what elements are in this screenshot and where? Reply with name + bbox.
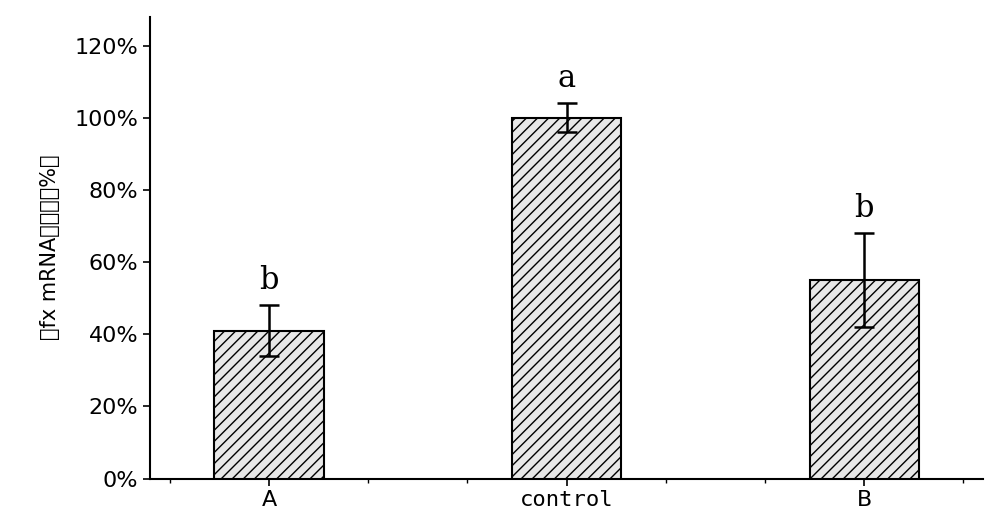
Text: b: b — [855, 193, 874, 224]
Text: a: a — [558, 63, 576, 94]
Bar — [214, 330, 324, 479]
Bar — [810, 280, 919, 479]
Text: b: b — [259, 265, 279, 296]
Bar — [512, 118, 621, 479]
Y-axis label: 猪fx mRNA表达量（%）: 猪fx mRNA表达量（%） — [40, 155, 60, 340]
